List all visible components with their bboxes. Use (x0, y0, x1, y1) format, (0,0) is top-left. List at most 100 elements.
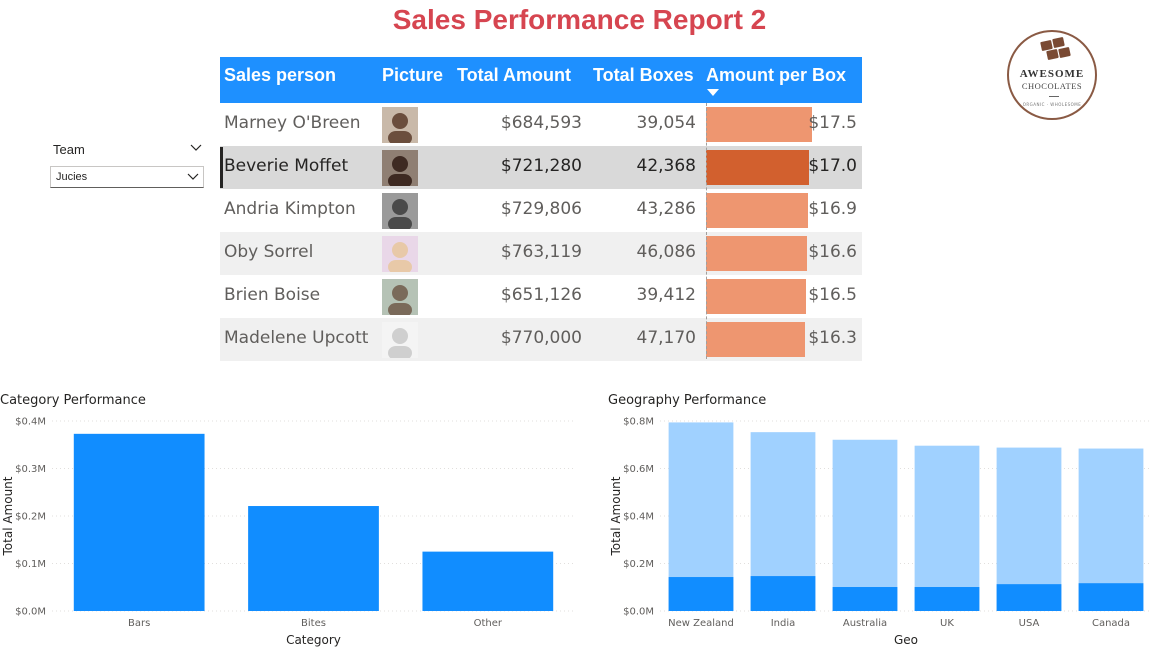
amount-per-box-cell: $16.5 (808, 285, 857, 305)
x-tick-label: USA (1019, 618, 1040, 629)
geography-chart-title: Geography Performance (608, 393, 767, 408)
chevron-down-icon[interactable] (187, 171, 199, 183)
geo-bar-total[interactable] (996, 447, 1062, 611)
geo-bar-highlight[interactable] (1078, 583, 1144, 611)
total-amount-cell: $729,806 (500, 199, 582, 219)
y-tick-label: $0.6M (623, 464, 654, 475)
sales-person-table: Sales person Picture Total Amount Total … (220, 57, 862, 361)
total-amount-cell: $770,000 (500, 328, 582, 348)
total-boxes-cell: 43,286 (636, 199, 696, 219)
amount-per-box-cell: $17.0 (808, 156, 857, 176)
header-total-boxes[interactable]: Total Boxes (593, 65, 694, 85)
x-tick-label: Other (474, 618, 503, 629)
team-slicer-label: Team (53, 142, 85, 157)
category-chart-title: Category Performance (0, 393, 146, 408)
sales-person-avatar (382, 193, 418, 229)
header-total-amount[interactable]: Total Amount (457, 65, 571, 85)
report-title: Sales Performance Report 2 (392, 4, 767, 35)
total-boxes-cell: 39,054 (636, 113, 696, 133)
amount-per-box-data-bar (706, 193, 808, 228)
amount-per-box-cell: $16.6 (808, 242, 857, 262)
x-tick-label: Canada (1092, 618, 1130, 629)
amount-per-box-data-bar (706, 150, 809, 185)
geo-bar-highlight[interactable] (668, 577, 734, 611)
sales-person-name: Madelene Upcott (224, 328, 369, 348)
x-tick-label: Australia (843, 618, 887, 629)
awesome-chocolates-logo: AWESOME CHOCOLATES ORGANIC · WHOLESOME (1007, 30, 1097, 120)
geo-bar-highlight[interactable] (832, 587, 898, 611)
sales-person-name: Beverie Moffet (224, 156, 349, 176)
sales-person-avatar (382, 236, 418, 272)
total-boxes-cell: 46,086 (636, 242, 696, 262)
sort-descending-icon[interactable] (707, 89, 719, 96)
sales-person-name: Brien Boise (224, 285, 321, 305)
header-picture[interactable]: Picture (382, 65, 444, 85)
logo-line2: CHOCOLATES (1021, 81, 1083, 91)
geo-bar-highlight[interactable] (996, 584, 1062, 611)
x-axis-title: Geo (894, 633, 918, 647)
total-amount-cell: $721,280 (500, 156, 582, 176)
y-tick-label: $0.0M (623, 607, 654, 618)
table-row[interactable]: Madelene Upcott $770,000 47,170 $16.3 (220, 318, 862, 361)
amount-per-box-data-bar (706, 107, 812, 142)
amount-per-box-cell: $16.3 (808, 328, 857, 348)
x-tick-label: Bites (301, 618, 326, 629)
x-axis-title: Category (286, 633, 341, 647)
category-bar[interactable] (73, 433, 205, 611)
y-axis-title: Total Amount (1, 476, 15, 556)
sales-person-avatar (382, 150, 418, 186)
y-tick-label: $0.3M (15, 464, 46, 475)
y-tick-label: $0.4M (15, 417, 46, 428)
category-bar[interactable] (422, 551, 554, 611)
header-sales-person[interactable]: Sales person (224, 65, 337, 85)
category-performance-chart: $0.0M $0.1M $0.2M $0.3M $0.4M Bars Bites Other C… (1, 417, 575, 647)
row-selection-indicator (220, 147, 223, 188)
y-tick-label: $0.0M (15, 607, 46, 618)
category-bar[interactable] (248, 506, 379, 611)
geo-bar-highlight[interactable] (914, 587, 980, 611)
y-tick-label: $0.1M (15, 559, 46, 570)
logo-tagline: ORGANIC · WHOLESOME (1022, 102, 1082, 107)
table-row[interactable]: Brien Boise $651,126 39,412 $16.5 (220, 275, 862, 318)
data-bar-axis (706, 103, 707, 359)
slicer-collapse-chevron-icon[interactable] (190, 142, 202, 154)
logo-divider (1049, 96, 1059, 97)
geo-bar-highlight[interactable] (750, 576, 816, 611)
total-amount-cell: $651,126 (500, 285, 582, 305)
header-amount-per-box[interactable]: Amount per Box (706, 65, 847, 85)
total-amount-cell: $684,593 (500, 113, 582, 133)
logo-line1: AWESOME (1019, 68, 1085, 80)
table-row[interactable]: Marney O'Breen $684,593 39,054 $17.5 (220, 103, 862, 146)
x-tick-label: Bars (128, 618, 150, 629)
sales-person-avatar (382, 322, 418, 358)
x-tick-label: New Zealand (668, 618, 734, 629)
total-boxes-cell: 47,170 (636, 328, 696, 348)
geo-bar-total[interactable] (832, 439, 898, 611)
y-axis-title: Total Amount (609, 476, 623, 556)
amount-per-box-cell: $16.9 (808, 199, 857, 219)
table-body: Marney O'Breen $684,593 39,054 $17.5 Beverie… (220, 103, 862, 361)
x-tick-label: India (771, 618, 796, 629)
sales-person-avatar (382, 107, 418, 143)
table-row[interactable]: Beverie Moffet $721,280 42,368 $17.0 (220, 146, 862, 189)
y-tick-label: $0.4M (623, 512, 654, 523)
geography-performance-chart: $0.0M $0.2M $0.4M $0.6M $0.8M New Zealand Indi… (609, 417, 1152, 647)
x-tick-label: UK (940, 618, 954, 629)
chocolate-boxes-icon (1037, 36, 1073, 66)
team-dropdown-value: Jucies (56, 171, 88, 183)
y-tick-label: $0.2M (623, 559, 654, 570)
amount-per-box-data-bar (706, 322, 805, 357)
sales-person-name: Oby Sorrel (224, 242, 314, 262)
amount-per-box-cell: $17.5 (808, 113, 857, 133)
table-row[interactable]: Andria Kimpton $729,806 43,286 $16.9 (220, 189, 862, 232)
table-header: Sales person Picture Total Amount Total … (220, 57, 862, 103)
y-tick-label: $0.2M (15, 512, 46, 523)
sales-person-name: Marney O'Breen (224, 113, 361, 133)
sales-person-avatar (382, 279, 418, 315)
table-row[interactable]: Oby Sorrel $763,119 46,086 $16.6 (220, 232, 862, 275)
geo-bar-total[interactable] (914, 445, 980, 611)
total-boxes-cell: 42,368 (636, 156, 696, 176)
team-dropdown[interactable]: Jucies (50, 166, 204, 188)
y-tick-label: $0.8M (623, 417, 654, 428)
amount-per-box-data-bar (706, 236, 807, 271)
